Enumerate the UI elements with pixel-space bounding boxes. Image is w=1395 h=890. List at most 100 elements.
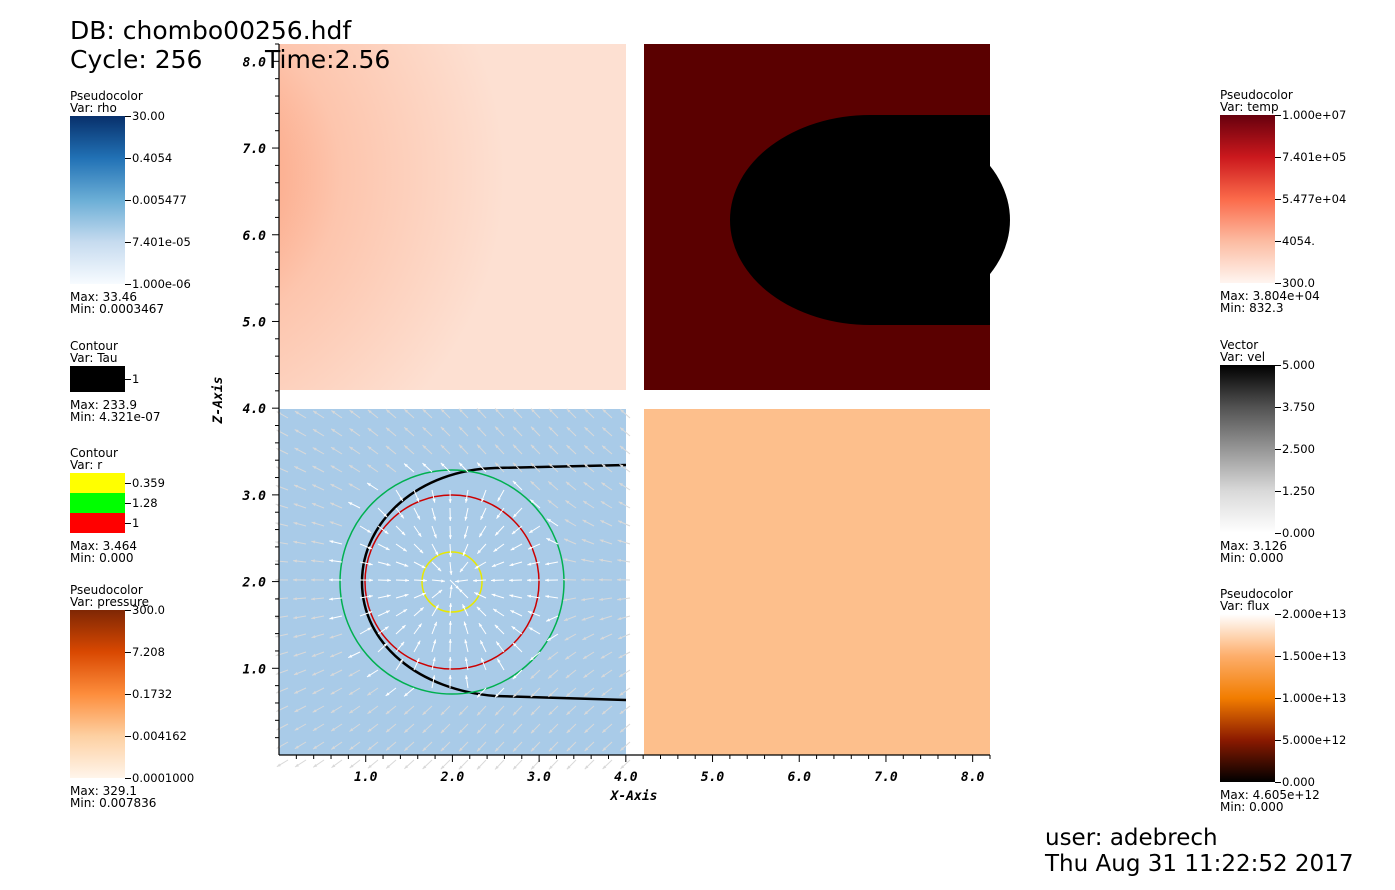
velocity-arrow-head xyxy=(276,763,281,767)
velocity-arrow-head xyxy=(473,578,477,583)
legend-title: Contour xyxy=(70,339,118,353)
velocity-arrow-head xyxy=(513,765,517,770)
velocity-arrow-head xyxy=(386,594,391,598)
velocity-arrow-head xyxy=(564,637,569,641)
velocity-arrow-head xyxy=(599,597,604,601)
velocity-arrow-head xyxy=(530,444,535,449)
velocity-arrow-head xyxy=(458,747,463,752)
velocity-arrow-head xyxy=(386,427,390,432)
velocity-arrow-head xyxy=(313,745,318,750)
legend-min: Min: 832.3 xyxy=(1220,301,1284,315)
colorbar-tick: 300.0 xyxy=(1275,277,1315,289)
velocity-arrow-head xyxy=(582,519,587,524)
legend-left-0: Pseudocolor Var: rho 30.00 0.4054 0.005477 7.… xyxy=(70,90,191,315)
velocity-arrow-head xyxy=(293,616,298,620)
velocity-arrow-head xyxy=(293,672,298,675)
velocity-arrow-head xyxy=(620,427,624,432)
legend-var: Var: Tau xyxy=(70,351,118,365)
velocity-arrow-head xyxy=(617,636,622,639)
velocity-arrow-head xyxy=(495,729,499,734)
velocity-arrow-head xyxy=(368,611,373,615)
x-tick-label: 2.0 xyxy=(440,770,465,785)
velocity-arrow-head xyxy=(478,623,483,628)
velocity-arrow-head xyxy=(367,673,371,677)
velocity-arrow-head xyxy=(548,481,553,486)
velocity-arrow-head xyxy=(432,675,436,680)
x-tick-label: 7.0 xyxy=(874,770,898,785)
velocity-arrow-head xyxy=(512,693,517,698)
velocity-arrow-head xyxy=(440,765,445,770)
velocity-arrow-head xyxy=(566,711,571,715)
colorbar-tick: 1.000e+07 xyxy=(1275,109,1346,121)
velocity-arrow-head xyxy=(530,499,534,504)
contour-swatch xyxy=(70,493,125,513)
velocity-arrow-head xyxy=(548,463,553,467)
velocity-arrow-head xyxy=(404,427,409,431)
velocity-arrow-head xyxy=(293,503,298,507)
velocity-arrow-head xyxy=(566,463,571,467)
velocity-arrow-head xyxy=(329,578,333,582)
panel-pressure xyxy=(279,44,626,390)
velocity-arrow-head xyxy=(403,609,408,613)
velocity-arrow-head xyxy=(448,657,452,661)
velocity-arrow-head xyxy=(294,745,299,749)
velocity-arrow-head xyxy=(546,637,551,641)
velocity-arrow-head xyxy=(293,540,298,544)
y-tick-label: 3.0 xyxy=(242,489,267,504)
velocity-arrow-head xyxy=(293,653,298,657)
velocity-arrow-head xyxy=(566,729,571,734)
velocity-arrow-head xyxy=(348,483,353,487)
velocity-arrow-head xyxy=(386,409,390,414)
panel-flux xyxy=(644,409,990,755)
velocity-arrow-head xyxy=(513,444,517,449)
velocity-arrow-head xyxy=(448,553,453,557)
velocity-arrow-head xyxy=(565,674,570,679)
velocity-arrow-head xyxy=(619,464,624,468)
velocity-arrow-head xyxy=(435,604,439,609)
velocity-arrow-head xyxy=(448,675,452,679)
velocity-arrow-head xyxy=(367,746,372,751)
velocity-arrow-head xyxy=(294,727,299,731)
velocity-arrow-head xyxy=(416,515,420,520)
colorbar-tick: 5.000 xyxy=(1275,359,1315,371)
velocity-arrow-head xyxy=(464,639,468,644)
velocity-arrow-head xyxy=(462,604,466,609)
x-tick-label: 1.0 xyxy=(354,770,378,785)
legend-min: Min: 0.0003467 xyxy=(70,302,165,316)
velocity-arrow-head xyxy=(422,409,427,413)
velocity-arrow-head xyxy=(421,564,426,569)
velocity-arrow-head xyxy=(330,447,335,451)
velocity-arrow-head xyxy=(583,692,588,697)
velocity-arrow-head xyxy=(311,559,315,563)
velocity-arrow-head xyxy=(528,627,533,631)
velocity-arrow-head xyxy=(433,621,437,626)
legend-max: Max: 329.1 xyxy=(70,784,138,798)
velocity-arrow-head xyxy=(432,498,436,503)
velocity-arrow-head xyxy=(293,634,298,638)
velocity-arrow-head xyxy=(400,514,404,519)
velocity-arrow-head xyxy=(312,727,317,731)
velocity-arrow-head xyxy=(293,522,298,526)
velocity-arrow-head xyxy=(477,693,481,698)
velocity-arrow-head xyxy=(510,610,515,614)
velocity-arrow-head xyxy=(294,429,299,433)
velocity-arrow-head xyxy=(584,463,588,468)
velocity-arrow-head xyxy=(438,589,443,594)
velocity-arrow-head xyxy=(513,747,517,752)
contour-tau xyxy=(360,463,627,702)
velocity-arrow-head xyxy=(275,559,279,563)
velocity-arrow-head xyxy=(312,466,317,470)
colorbar-tick: 0.1732 xyxy=(125,688,172,700)
colorbar xyxy=(1220,365,1275,533)
velocity-arrow-head xyxy=(367,710,372,714)
velocity-arrow-head xyxy=(440,426,445,431)
velocity-arrow-head xyxy=(367,529,372,533)
velocity-arrow-head xyxy=(329,540,334,544)
legend-min: Min: 4.321e-07 xyxy=(70,410,161,424)
velocity-arrow-head xyxy=(600,655,605,659)
x-tick-label: 5.0 xyxy=(701,770,725,785)
legend-min: Min: 0.000 xyxy=(1220,800,1284,814)
velocity-arrow-head xyxy=(477,408,481,413)
velocity-arrow-head xyxy=(275,540,280,544)
colorbar xyxy=(1220,115,1275,283)
